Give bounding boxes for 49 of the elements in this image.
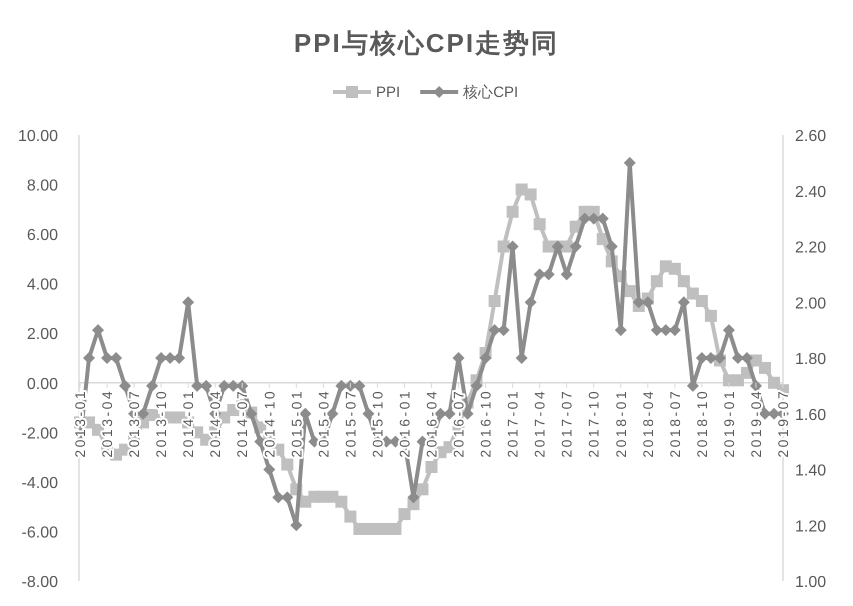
- x-tick-label: 2018-07: [666, 388, 683, 458]
- x-tick-label: 2013-10: [153, 388, 170, 458]
- x-tick-label: 2018-04: [640, 388, 656, 458]
- x-tick-label: 2016-10: [478, 388, 494, 458]
- x-tick-label: 2017-01: [504, 388, 521, 458]
- y-tick-label: -8.00: [22, 574, 58, 591]
- y-tick-label: 10.00: [18, 128, 58, 145]
- x-tick-label: 2013-04: [99, 388, 116, 458]
- y2-tick-label: 2.60: [795, 128, 826, 145]
- x-tick-label: 2017-04: [532, 388, 548, 458]
- x-tick-label: 2019-04: [748, 388, 764, 458]
- y2-tick-label: 1.40: [795, 462, 826, 480]
- y2-tick-label: 2.20: [795, 240, 826, 256]
- x-tick-label: 2014-07: [234, 388, 250, 458]
- x-tick-label: 2016-01: [396, 388, 412, 458]
- y2-tick-label: 1.60: [795, 406, 826, 424]
- x-tick-label: 2014-01: [180, 388, 196, 458]
- x-tick-label: 2017-07: [558, 388, 575, 458]
- y2-tick-label: 2.40: [795, 184, 826, 201]
- legend-label: 核心CPI: [462, 84, 518, 101]
- x-tick-label: 2014-10: [261, 388, 278, 458]
- x-tick-label: 2016-04: [424, 388, 440, 458]
- x-tick-label: 2015-10: [369, 388, 386, 458]
- y-tick-label: -4.00: [22, 474, 58, 492]
- y-tick-label: 0.00: [26, 376, 58, 393]
- chart-title: PPI与核心CPI走势同: [294, 28, 560, 58]
- x-tick-label: 2016-07: [450, 388, 467, 458]
- x-tick-label: 2019-01: [720, 388, 737, 458]
- x-tick-label: 2015-04: [315, 388, 332, 458]
- x-tick-label: 2017-10: [586, 388, 602, 458]
- x-tick-label: 2013-01: [72, 388, 88, 458]
- y2-tick-label: 1.00: [795, 574, 826, 591]
- legend-label: PPI: [376, 84, 400, 101]
- x-tick-label: 2018-10: [694, 388, 710, 458]
- y2-tick-label: 1.80: [795, 351, 826, 368]
- y-tick-label: 2.00: [26, 326, 58, 344]
- x-tick-label: 2019-07: [775, 388, 791, 458]
- y-tick-label: -2.00: [22, 425, 58, 442]
- y2-tick-label: 2.00: [795, 295, 826, 312]
- x-tick-label: 2015-01: [288, 388, 304, 458]
- y-tick-label: -6.00: [22, 524, 58, 542]
- y-tick-label: 8.00: [26, 178, 58, 195]
- x-tick-label: 2018-01: [612, 388, 629, 458]
- x-tick-label: 2013-07: [126, 388, 142, 458]
- y-tick-label: 6.00: [26, 227, 58, 244]
- y-tick-label: 4.00: [26, 276, 58, 294]
- x-tick-label: 2015-07: [342, 388, 358, 458]
- y2-tick-label: 1.20: [795, 518, 826, 536]
- x-tick-label: 2014-04: [207, 388, 224, 458]
